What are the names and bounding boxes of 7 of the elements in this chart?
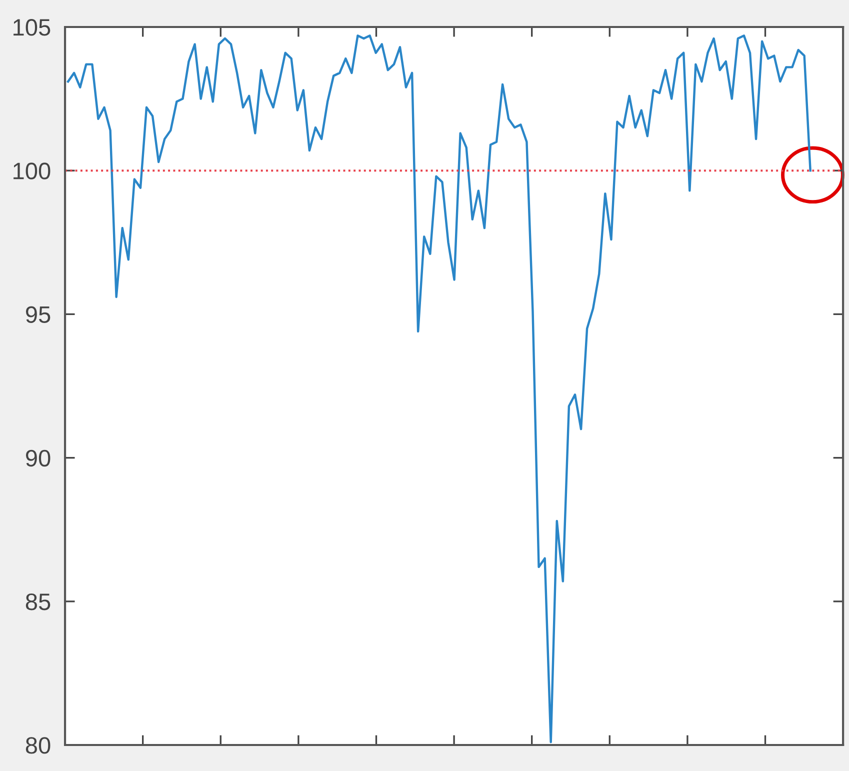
y-tick-label: 80 <box>26 737 50 754</box>
y-tick-label: 95 <box>26 306 50 323</box>
line-series <box>66 34 812 744</box>
y-tick-label: 85 <box>26 593 50 610</box>
y-tick-label: 90 <box>26 450 50 467</box>
y-tick-label: 100 <box>14 162 50 180</box>
y-tick-label: 105 <box>14 19 50 36</box>
